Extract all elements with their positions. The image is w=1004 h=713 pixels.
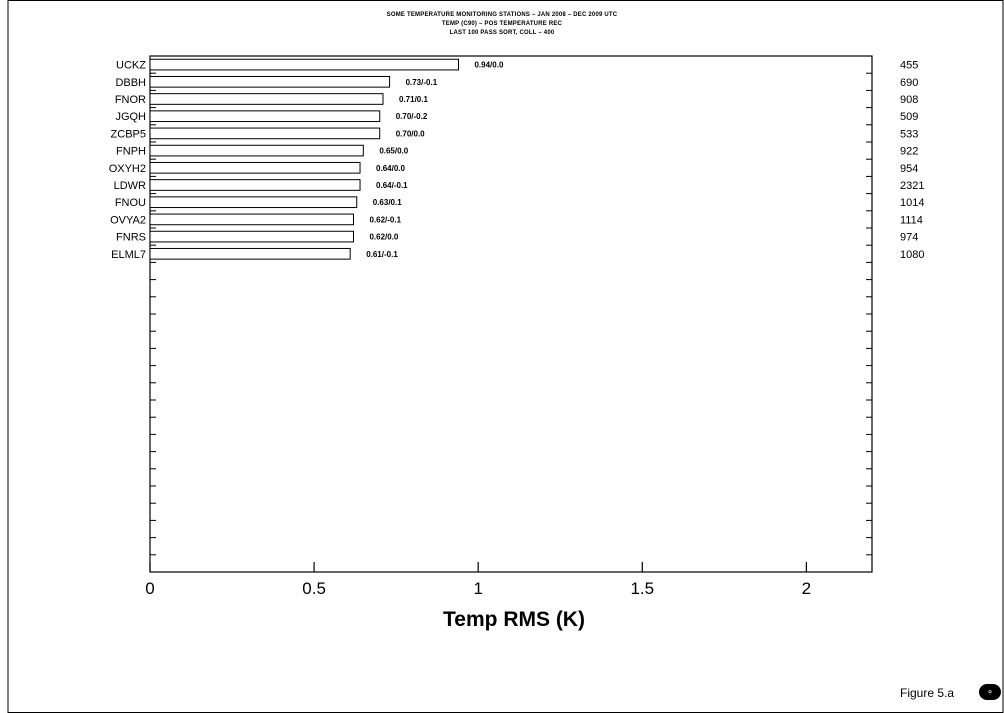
bar-value-label: 0.64/-0.1 [376,181,408,190]
chart-title-line-1: SOME TEMPERATURE MONITORING STATIONS – J… [386,12,618,18]
right-count-label: 2321 [900,180,924,192]
right-count-label: 908 [900,94,918,106]
bar-value-label: 0.71/0.1 [399,95,428,104]
category-label: FNOU [115,197,146,209]
bar-value-label: 0.62/0.0 [369,233,398,242]
bar-value-label: 0.63/0.1 [373,198,402,207]
x-tick-label: 2 [802,579,811,598]
category-labels: UCKZ DBBH FNOR JGQH ZCBP5 FNPH OXYH2 LDWR FNOU OV… [109,60,147,261]
category-label: DBBH [115,77,146,89]
bar-value-label: 0.70/0.0 [396,129,425,138]
bar-ovya2 [149,213,354,226]
bar-value-label: 0.73/-0.1 [406,78,438,87]
category-label: FNRS [116,232,146,244]
bar-value-label: 0.94/0.0 [474,61,503,70]
x-tick-label: 1 [473,579,482,598]
category-label: JGQH [115,111,146,123]
category-label: ZCBP5 [111,128,146,140]
bar-jgqh [149,110,381,123]
bar-zcbp5 [149,127,381,140]
chart-title-line-3: LAST 100 PASS SORT, COLL – 400 [449,30,555,36]
bar-ldwr [149,179,361,191]
right-count-label: 954 [900,163,918,175]
circle-logo-icon: ⚬ [979,684,1001,700]
bar-elml7 [149,247,351,260]
x-tick-label: 0.5 [302,579,326,598]
bar-fnor [149,93,384,105]
category-label: FNOR [115,94,146,106]
bar-value-label: 0.70/-0.2 [396,112,428,121]
bar-uckz [149,58,459,71]
right-count-labels: 455 690 908 509 533 922 954 2321 1014 1114 974 1080 [900,60,924,261]
bar-value-label: 0.64/0.0 [376,164,405,173]
right-count-label: 690 [900,77,918,89]
axis-ticks [150,72,872,556]
bar-value-label: 0.61/-0.1 [366,250,398,259]
category-label: ELML7 [111,249,146,261]
chart-title-line-2: TEMP (C90) – POS TEMPERATURE REC [441,21,563,27]
right-count-label: 974 [900,232,918,244]
right-count-label: 1014 [900,197,924,209]
x-axis-label: Temp RMS (K) [443,608,585,631]
figure-label: Figure 5.a [900,686,955,700]
right-count-label: 533 [900,128,918,140]
right-count-label: 922 [900,146,918,158]
bar-dbbh [149,75,391,88]
x-axis: 0 0.5 1 1.5 2 Temp RMS (K) [145,562,811,631]
right-count-label: 509 [900,111,918,123]
right-count-label: 455 [900,60,918,72]
bar-value-labels: 0.94/0.0 0.73/-0.1 0.71/0.1 0.70/-0.2 0.70/0… [366,61,504,259]
bar-oxyh2 [149,161,361,174]
right-count-label: 1080 [900,249,924,261]
category-label: FNPH [116,146,146,158]
bar-fnph [149,144,364,157]
bar-value-label: 0.62/-0.1 [369,215,401,224]
category-label: LDWR [114,180,146,192]
x-tick-label: 1.5 [630,579,654,598]
bar-value-label: 0.65/0.0 [379,147,408,156]
bar-fnou [149,196,358,209]
right-count-label: 1114 [900,214,923,226]
x-tick-label: 0 [145,579,154,598]
category-label: OXYH2 [109,163,146,175]
bar-fnrs [149,230,354,243]
category-label: OVYA2 [110,214,146,226]
category-label: UCKZ [116,60,146,72]
page-border [7,0,1004,713]
bars-group [149,58,459,260]
